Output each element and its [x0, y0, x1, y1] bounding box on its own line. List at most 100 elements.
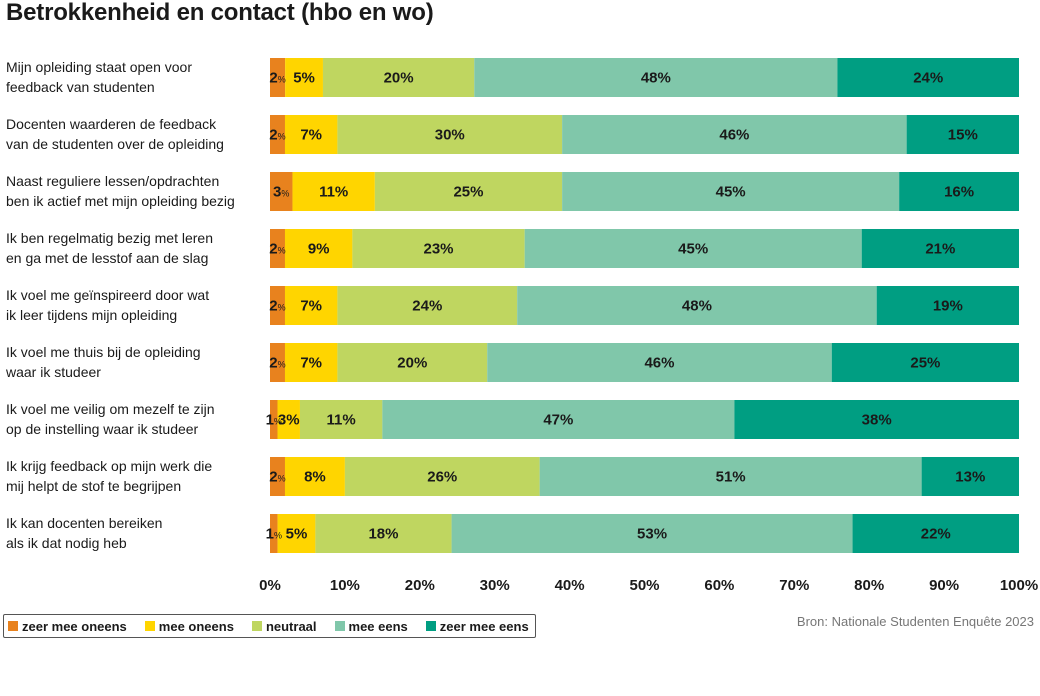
bar-segment-mee-eens	[382, 400, 735, 439]
data-label: 7%	[300, 298, 322, 315]
data-label: 45%	[716, 184, 746, 201]
x-tick-label: 70%	[779, 577, 809, 594]
legend-swatch	[334, 621, 345, 631]
data-label: 2%	[269, 241, 285, 258]
source-note: Bron: Nationale Studenten Enquête 2023	[796, 614, 1034, 629]
data-label: 25%	[453, 184, 483, 201]
row-label: Mijn opleiding staat open voor feedback v…	[6, 59, 192, 95]
data-label: 5%	[293, 70, 315, 87]
bar-segment-mee-eens	[562, 172, 900, 211]
data-label: 38%	[862, 412, 892, 429]
bar-segment-zeer-mee-oneens	[270, 229, 285, 268]
data-label: 3%	[278, 412, 300, 429]
bar-segment-neutraal	[374, 172, 563, 211]
data-label: 48%	[682, 298, 712, 315]
data-label: 46%	[644, 355, 674, 372]
bar-segment-mee-eens	[524, 229, 862, 268]
row-label-line: Ik kan docenten bereiken	[6, 515, 162, 531]
bar-segment-neutraal	[337, 115, 563, 154]
data-label: 53%	[637, 526, 667, 543]
data-label: 5%	[286, 526, 308, 543]
legend-item: mee eens	[334, 619, 408, 634]
segment-labels: 2% 5% 20% 48% 24% 2% 7% 30% 46% 15% 3% 11% 25% 45% 16%…	[266, 70, 986, 543]
x-tick-label: 40%	[555, 577, 585, 594]
data-label: 8%	[304, 469, 326, 486]
bar-segments	[270, 58, 1019, 553]
data-label: 26%	[427, 469, 457, 486]
bar-segment-zeer-mee-eens	[831, 343, 1019, 382]
legend-label: zeer mee oneens	[22, 618, 127, 634]
data-label: 11%	[319, 184, 348, 201]
bar-segment-mee-oneens	[284, 229, 353, 268]
row-labels: Mijn opleiding staat open voor feedback v…	[5, 59, 235, 551]
row-label: Docenten waarderen de feedback van de stu…	[6, 116, 224, 152]
bar-segment-mee-oneens	[285, 58, 323, 97]
row-label-line: op de instelling waar ik studeer	[6, 421, 199, 437]
row-label: Naast reguliere lessen/opdrachten ben ik …	[6, 173, 235, 209]
x-tick-label: 0%	[259, 577, 281, 594]
data-label: 13%	[955, 469, 985, 486]
bar-segment-zeer-mee-eens	[899, 172, 1019, 211]
data-label: 2%	[269, 298, 285, 315]
x-tick-label: 100%	[1000, 577, 1038, 594]
bar-segment-neutraal	[337, 286, 518, 325]
row-label-line: ik leer tijdens mijn opleiding	[6, 307, 177, 323]
row-label-line: waar ik studeer	[5, 364, 101, 380]
data-label: 20%	[397, 355, 427, 372]
bar-segment-zeer-mee-eens	[734, 400, 1019, 439]
bar-segment-mee-oneens	[277, 514, 316, 553]
data-label: 1%	[266, 412, 282, 429]
data-label: 48%	[641, 70, 671, 87]
data-label: 18%	[368, 526, 398, 543]
bar-segment-zeer-mee-oneens	[270, 343, 285, 382]
bar-segment-zeer-mee-oneens	[270, 400, 278, 439]
x-tick-label: 80%	[854, 577, 884, 594]
bar-segment-zeer-mee-eens	[852, 514, 1019, 553]
data-label: 22%	[921, 526, 951, 543]
bar-segment-neutraal	[299, 400, 383, 439]
legend-label: mee oneens	[158, 618, 234, 634]
legend-item: zeer mee eens	[425, 618, 529, 634]
row-label-line: Naast reguliere lessen/opdrachten	[6, 173, 219, 189]
bar-segment-zeer-mee-oneens	[270, 115, 285, 154]
data-label: 2%	[269, 469, 285, 486]
row-label: Ik ben regelmatig bezig met leren en ga m…	[6, 230, 213, 266]
bar-segment-mee-oneens	[284, 457, 345, 496]
data-label: 24%	[412, 298, 442, 315]
bar-segment-zeer-mee-oneens	[270, 58, 286, 97]
data-label: 2%	[269, 70, 285, 87]
row-label-line: Ik krijg feedback op mijn werk die	[6, 458, 212, 474]
row-label: Ik krijg feedback op mijn werk die mij he…	[6, 458, 212, 494]
row-label-line: Mijn opleiding staat open voor	[6, 59, 192, 75]
bar-segment-zeer-mee-oneens	[270, 172, 293, 211]
data-label: 30%	[435, 127, 465, 144]
data-label: 47%	[543, 412, 573, 429]
data-label: 25%	[910, 355, 940, 372]
data-label: 45%	[678, 241, 708, 258]
data-label: 7%	[300, 127, 322, 144]
legend-item: mee oneens	[144, 618, 234, 634]
row-label-line: Ik voel me geïnspireerd door wat	[6, 287, 209, 303]
data-label: 20%	[384, 70, 414, 87]
row-label-line: Docenten waarderen de feedback	[6, 116, 217, 132]
data-label: 16%	[944, 184, 974, 201]
row-label-line: feedback van studenten	[6, 79, 155, 95]
legend-label: zeer mee eens	[439, 618, 529, 634]
row-label-line: en ga met de lesstof aan de slag	[6, 250, 208, 266]
data-label: 15%	[948, 127, 978, 144]
bar-segment-zeer-mee-eens	[906, 115, 1019, 154]
data-label: 2%	[269, 355, 285, 372]
legend: zeer mee oneens mee oneens neutraal mee een…	[3, 614, 536, 638]
legend-item: neutraal	[251, 618, 317, 634]
x-tick-label: 60%	[704, 577, 734, 594]
bar-segment-mee-eens	[562, 115, 907, 154]
bar-segment-mee-oneens	[277, 400, 300, 439]
data-label: 21%	[925, 241, 955, 258]
data-label: 3%	[273, 184, 289, 201]
legend-swatch	[8, 621, 18, 631]
row-label: Ik voel me veilig om mezelf te zijn op de…	[6, 401, 215, 437]
legend-label: neutraal	[265, 618, 317, 634]
x-tick-label: 90%	[929, 577, 959, 594]
legend-swatch	[144, 621, 155, 631]
data-label: 7%	[300, 355, 322, 372]
